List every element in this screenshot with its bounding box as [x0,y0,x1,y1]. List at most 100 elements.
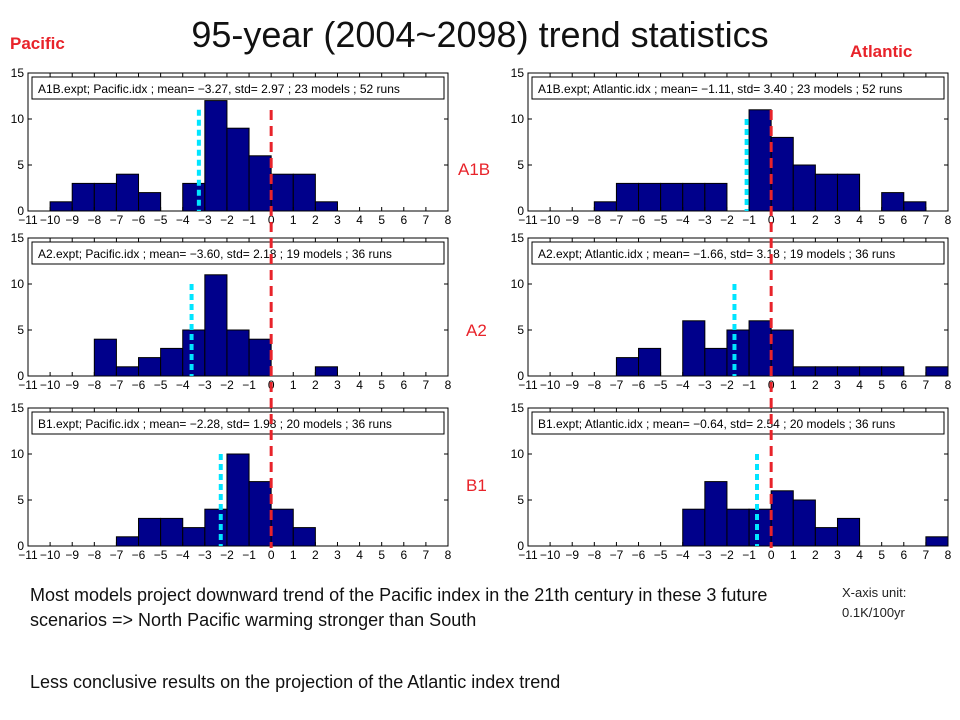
y-tick-label: 10 [511,277,525,291]
stats-annotation-box [531,241,945,265]
x-tick-label: −6 [132,548,146,562]
x-tick-label: 5 [378,378,385,392]
histogram-bar [748,109,772,212]
histogram-bar [814,527,838,547]
caption-pacific-conclusion: Most models project downward trend of th… [30,585,768,630]
histogram-bar [270,173,294,212]
histogram-bar [226,453,250,547]
histogram-bar [682,508,706,547]
histogram-bar [836,366,861,377]
histogram-bar [704,347,728,377]
x-tick-label: −8 [587,378,601,392]
histogram-bar [682,182,706,212]
x-tick-label: −1 [242,378,256,392]
x-tick-label: −6 [632,548,646,562]
x-tick-label: −2 [720,378,734,392]
x-tick-label: 6 [900,548,907,562]
histogram-bar [182,182,206,212]
y-tick-label: 10 [11,447,25,461]
x-tick-label: −1 [242,213,256,227]
histogram-bar [792,164,816,212]
stats-annotation: A2.expt; Atlantic.idx ; mean= −1.66, std… [531,241,945,265]
x-tick-label: 0 [768,548,775,562]
x-tick-label: 0 [268,378,275,392]
x-tick-label: 2 [312,213,319,227]
histogram-bar [248,338,272,377]
histogram-pacific-b1: −11 −10 −9 −8 −7 −6 −5 −4 −3 −2 −1 0 1 2 3 4 5 6 7 8 0 5 10 15 B… [0,400,452,562]
x-tick-label: −11 [18,548,38,562]
stats-annotation-box [531,411,945,435]
x-tick-label: 4 [356,213,363,227]
x-tick-label: 1 [290,378,297,392]
histogram-bar [49,201,73,212]
x-tick-label: −1 [742,213,756,227]
x-tick-label: 4 [856,213,863,227]
stats-annotation: A2.expt; Pacific.idx ; mean= −3.60, std=… [31,241,445,265]
x-tick-label: −8 [587,213,601,227]
histogram-svg: −11 −10 −9 −8 −7 −6 −5 −4 −3 −2 −1 0 1 2 3 4 5 6 7 8051015A… [11,66,452,227]
x-tick-label: −4 [676,213,690,227]
x-tick-label: −10 [540,378,561,392]
x-tick-label: −10 [40,378,61,392]
y-tick-label: 5 [517,493,524,507]
x-tick-label: 0 [768,213,775,227]
x-tick-label: 5 [378,548,385,562]
histogram-bar [881,366,905,377]
stats-annotation-text: B1.expt; Pacific.idx ; mean= −2.28, std=… [38,417,392,431]
x-tick-label: 0 [768,378,775,392]
x-tick-label: 2 [812,213,819,227]
y-tick-label: 15 [11,401,25,415]
stats-annotation-box [531,76,945,100]
x-tick-label: −10 [40,548,61,562]
histogram-bar [792,499,816,547]
histogram-bar [93,338,117,377]
histogram-bar [226,127,250,212]
x-tick-label: −7 [610,548,624,562]
y-tick-label: 0 [517,204,524,218]
x-tick-label: 0 [268,548,275,562]
x-tick-label: −9 [565,213,579,227]
caption-atlantic-conclusion: Less conclusive results on the projectio… [30,672,561,692]
stats-annotation: A1B.expt; Atlantic.idx ; mean= −1.11, st… [531,76,945,100]
histogram-bar [160,517,184,547]
histogram-bar [93,182,117,212]
histogram-bar [615,357,640,377]
stats-annotation-text: A1B.expt; Atlantic.idx ; mean= −1.11, st… [538,82,902,96]
x-tick-label: 4 [356,378,363,392]
x-tick-label: −5 [654,213,668,227]
x-tick-label: −8 [87,213,101,227]
x-tick-label: 6 [400,548,407,562]
x-tick-label: 3 [334,213,341,227]
histogram-bar [314,201,338,212]
x-tick-label: −3 [698,548,712,562]
histogram-bar [138,357,162,377]
x-tick-label: −3 [198,548,212,562]
histogram-pacific-a1b: −11 −10 −9 −8 −7 −6 −5 −4 −3 −2 −1 0 1 2 3 4 5 6 7 8 0 5 10 15 A… [0,65,452,227]
histogram-atlantic-b1: −11 −10 −9 −8 −7 −6 −5 −4 −3 −2 −1 0 1 2 3 4 5 6 7 8 0 5 10 15 B… [500,400,952,562]
y-tick-label: 0 [17,204,24,218]
histogram-svg: −11 −10 −9 −8 −7 −6 −5 −4 −3 −2 −1 0 1 2 3 4 5 6 7 8051015B… [11,401,452,562]
histogram-svg: −11 −10 −9 −8 −7 −6 −5 −4 −3 −2 −1 0 1 2 3 4 5 6 7 8051015B… [511,401,952,562]
histogram-bar [71,182,95,212]
histogram-bar [292,173,316,212]
histogram-bar [638,182,662,212]
x-tick-label: −10 [540,213,561,227]
x-tick-label: −6 [632,213,646,227]
x-tick-label: −9 [565,548,579,562]
stats-annotation-box [31,411,445,435]
x-tick-label: 8 [945,213,952,227]
y-tick-label: 15 [511,401,525,415]
histogram-bar [726,329,750,377]
x-tick-label: −9 [565,378,579,392]
histogram-bar [270,508,294,547]
x-tick-label: −7 [110,378,124,392]
histogram-bar [836,173,861,212]
x-tick-label: 1 [290,213,297,227]
x-tick-label: 5 [378,213,385,227]
x-tick-label: 5 [878,378,885,392]
x-tick-label: −2 [720,213,734,227]
y-tick-label: 5 [17,158,24,172]
x-tick-label: −2 [220,378,234,392]
histogram-bar [748,320,772,377]
histogram-bar [115,366,140,377]
